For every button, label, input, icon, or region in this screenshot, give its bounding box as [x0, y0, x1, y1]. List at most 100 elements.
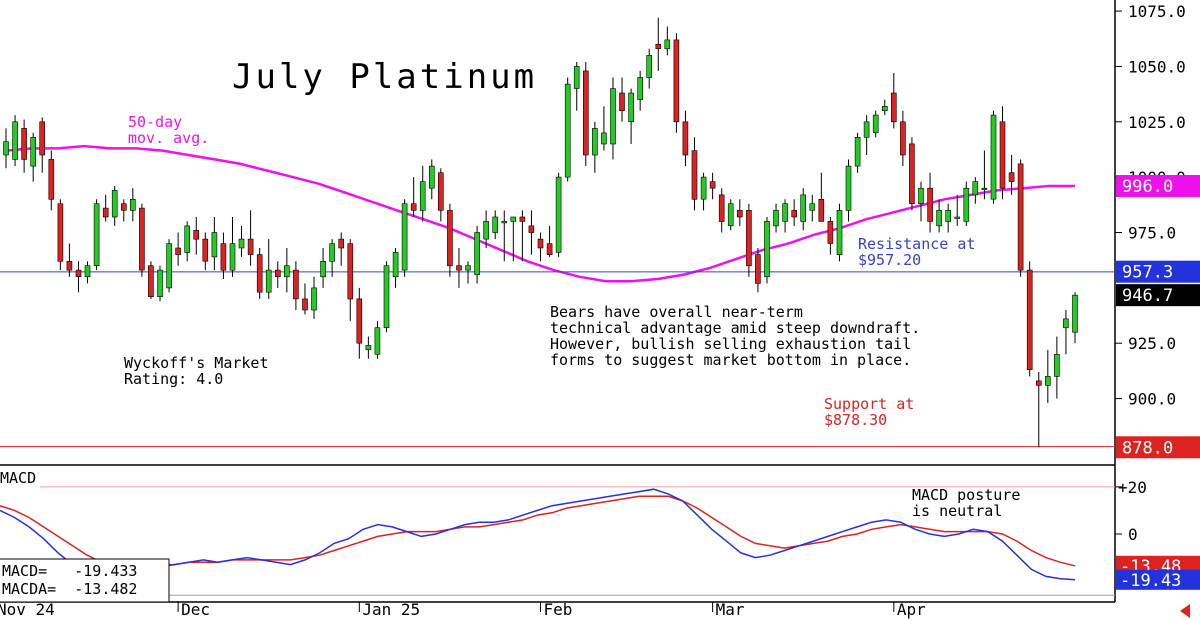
price-badge: 957.3 [1116, 260, 1200, 283]
candle-body [936, 210, 942, 227]
candle-body [1026, 269, 1033, 371]
candle [84, 261, 91, 284]
candle-body [546, 243, 553, 256]
candle-body [66, 260, 73, 271]
candle [528, 210, 535, 255]
candle-body [664, 39, 671, 50]
candle-body [320, 260, 326, 278]
candle-body [130, 199, 136, 211]
candle-body [311, 287, 317, 311]
price-tick-label: 975.0 [1128, 224, 1176, 243]
candle [1017, 159, 1024, 277]
candle-body [256, 254, 263, 293]
candle [755, 248, 761, 293]
candle-body [1017, 163, 1024, 271]
price-panel [0, 0, 1116, 603]
candle [30, 132, 37, 182]
candle-body [519, 216, 526, 222]
time-tick-label: Mar [716, 600, 745, 619]
candle [573, 62, 580, 111]
candle [936, 199, 942, 233]
rating-line1: Wyckoff's Market [124, 354, 269, 372]
candle-body [537, 238, 544, 249]
candle [111, 186, 118, 226]
candle-body [727, 203, 734, 227]
candle-body [954, 216, 961, 219]
candle [320, 248, 326, 288]
candle-body [75, 269, 82, 278]
candle-body [1054, 353, 1060, 377]
candle [474, 225, 480, 284]
price-tick-label: 900.0 [1128, 390, 1176, 409]
candle-body [30, 137, 37, 167]
candle [673, 33, 680, 133]
candle-body [981, 187, 988, 190]
candle-body [691, 150, 698, 200]
macd-note-line2: is neutral [912, 502, 1002, 520]
candle-body [809, 203, 816, 211]
candle-body [718, 194, 725, 222]
candle [265, 239, 272, 299]
candle-body [791, 210, 798, 218]
candle-body [3, 141, 9, 156]
candle-body [483, 221, 489, 240]
time-tick-label: Jan 25 [362, 600, 420, 619]
candle-body [1072, 294, 1078, 333]
candle-body [863, 121, 870, 138]
candle-body [564, 83, 571, 178]
candle-body [111, 190, 118, 218]
ma-label-line1: 50-day [128, 113, 182, 131]
candle [782, 199, 788, 233]
candle [718, 188, 725, 233]
candle [347, 239, 354, 322]
candle-body [782, 203, 788, 222]
candle-body [93, 203, 100, 266]
chart-title: July Platinum [232, 57, 537, 97]
scroll-left-arrow-icon[interactable] [1180, 604, 1190, 618]
time-axis: Nov 24 Dec Jan 25 Feb Mar Apr [0, 600, 926, 619]
candle [582, 62, 589, 167]
candle-body [456, 265, 462, 271]
candle [610, 77, 616, 160]
candle-body [39, 121, 46, 156]
candle [664, 26, 671, 56]
candle [157, 265, 163, 302]
candle [193, 217, 199, 255]
candle [564, 77, 571, 182]
candle-body [474, 232, 480, 275]
macd-panel: +200-13.48-19.43 [0, 478, 1200, 596]
candle-body [836, 210, 843, 255]
candle-body [601, 132, 607, 145]
candle-body [963, 187, 970, 222]
candle [682, 110, 689, 167]
price-badge-label: 878.0 [1122, 438, 1173, 458]
commentary-line1: Bears have overall near-term [550, 303, 803, 321]
candle-body [655, 43, 662, 49]
candle-body [157, 269, 163, 298]
candle [419, 166, 426, 222]
candle-body [637, 77, 644, 100]
candle [519, 210, 526, 262]
candle [510, 216, 517, 262]
candle [428, 159, 435, 200]
candle [546, 225, 553, 257]
candle-body [764, 221, 770, 278]
candle-body [990, 114, 997, 200]
macd-tick-label: +20 [1118, 478, 1147, 497]
candle [211, 217, 218, 271]
price-badge-bg [1116, 436, 1200, 459]
candle-body [773, 210, 779, 227]
candle [39, 117, 46, 173]
candle [809, 194, 816, 222]
candle-body [673, 39, 680, 123]
candle [773, 203, 779, 233]
price-badge-label: 957.3 [1122, 263, 1173, 283]
candle [283, 248, 290, 293]
candle-body [428, 165, 435, 189]
candle [863, 115, 870, 155]
candle-body [265, 269, 272, 293]
candle-body [510, 216, 517, 222]
candle [383, 261, 390, 333]
candle [501, 210, 508, 262]
candle [302, 283, 308, 315]
